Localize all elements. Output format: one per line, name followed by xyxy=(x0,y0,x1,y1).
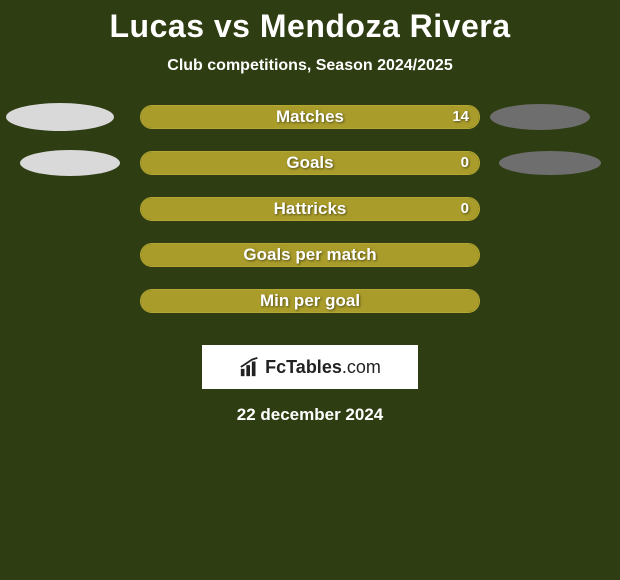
decor-ellipse-right xyxy=(499,151,601,175)
stat-value: 14 xyxy=(452,106,469,128)
chart-icon xyxy=(239,356,261,378)
stats-container: Matches14Goals0Hattricks0Goals per match… xyxy=(0,105,620,335)
stat-bar: Hattricks0 xyxy=(140,197,480,221)
decor-ellipse-left xyxy=(6,103,114,131)
logo-text: FcTables.com xyxy=(265,357,381,378)
logo-brand: FcTables xyxy=(265,357,342,377)
stat-row: Hattricks0 xyxy=(0,197,620,243)
stat-label: Min per goal xyxy=(141,290,479,312)
stat-label: Goals xyxy=(141,152,479,174)
stat-bar: Goals0 xyxy=(140,151,480,175)
stat-bar: Goals per match xyxy=(140,243,480,267)
stat-value: 0 xyxy=(461,152,469,174)
stat-row: Min per goal xyxy=(0,289,620,335)
stat-label: Matches xyxy=(141,106,479,128)
logo-box: FcTables.com xyxy=(202,345,418,389)
stat-label: Goals per match xyxy=(141,244,479,266)
stat-label: Hattricks xyxy=(141,198,479,220)
stat-bar: Min per goal xyxy=(140,289,480,313)
stat-value: 0 xyxy=(461,198,469,220)
decor-ellipse-right xyxy=(490,104,590,130)
logo-suffix: .com xyxy=(342,357,381,377)
page-title: Lucas vs Mendoza Rivera xyxy=(0,0,620,45)
decor-ellipse-left xyxy=(20,150,120,176)
date-line: 22 december 2024 xyxy=(0,405,620,425)
page-subtitle: Club competitions, Season 2024/2025 xyxy=(0,57,620,75)
stat-row: Goals per match xyxy=(0,243,620,289)
stat-bar: Matches14 xyxy=(140,105,480,129)
